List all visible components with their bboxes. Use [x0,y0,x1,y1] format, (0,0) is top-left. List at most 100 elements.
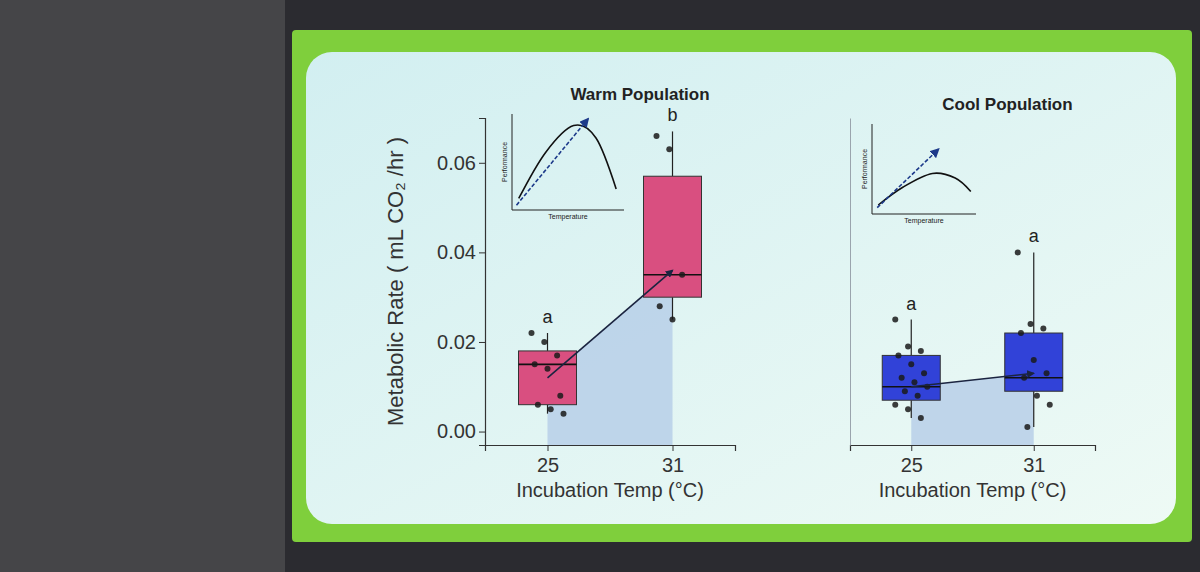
point [657,303,663,309]
axis-line [850,119,851,446]
trend-line [911,373,1034,386]
significance-letter: b [667,105,677,125]
point [911,379,917,385]
tick: 25 [901,445,923,476]
tick: 31 [662,445,684,476]
point [908,361,914,367]
point [1015,249,1021,255]
point [532,361,538,367]
panel-title: Cool Population [942,95,1072,114]
axis-line [486,446,736,452]
tick-label: 31 [1023,454,1045,476]
slide-photo: PerformanceTemperature25310.000.020.040.… [0,0,1200,572]
point [905,343,911,349]
tick-mark [479,342,485,343]
y-axis: 0.00 0.02 0.04 0.06 [437,119,485,446]
point [1040,326,1046,332]
tick-mark [479,252,485,253]
tick-mark [1034,445,1035,451]
box [882,355,940,400]
point [1044,370,1050,376]
point [1018,330,1024,336]
x-axis: 25 31 [486,445,736,476]
panel: Performance Temperature 25 31 a a Cool Populat… [851,95,1096,501]
median [1005,377,1063,379]
tick-mark [911,445,912,451]
inset-axes [512,114,624,210]
tick-label: 25 [901,454,923,476]
box [644,176,702,297]
tick-mark [548,445,549,451]
inset-arrow [516,119,588,205]
point [679,272,685,278]
significance-letter: a [906,294,917,314]
point [902,388,908,394]
box [519,351,577,405]
point [895,352,901,358]
tick: 0.02 [437,331,485,353]
box [1005,333,1063,391]
inset-curve [878,173,971,205]
y-axis [850,119,851,446]
inset-y-label: Performance [861,149,868,189]
point [892,402,898,408]
point [918,348,924,354]
tick-label: 0.04 [437,241,476,263]
whisker-low [672,297,673,319]
inset-x-label: Temperature [904,217,943,225]
point [654,133,660,139]
x-axis-title: Incubation Temp (°C) [516,479,704,501]
whisker-high [672,131,673,176]
slide-panel [306,52,1176,524]
median [644,274,702,276]
inset-axes [872,124,976,214]
point [541,339,547,345]
point [529,330,535,336]
point [548,406,554,412]
point [1024,424,1030,430]
point [892,317,898,323]
tick-mark [673,445,674,451]
point [915,393,921,399]
axis-line [851,446,1096,452]
point [1028,321,1034,327]
significance-letter: a [1029,226,1040,246]
point [1047,402,1053,408]
inset-y-label: Performance [501,142,508,182]
point [1034,393,1040,399]
axis-line [479,119,486,446]
plot-marks [519,131,702,445]
tick: 31 [1023,445,1045,476]
wall [0,0,285,572]
point [554,352,560,358]
y-axis-title: Metabolic Rate ( mL CO₂ /hr ) [383,137,408,426]
plot-marks [882,249,1063,445]
point [557,393,563,399]
point [1031,357,1037,363]
inset-curve [519,125,616,199]
tick: 0.06 [437,152,485,174]
point [899,375,905,381]
tick: 0.00 [437,420,485,442]
inset-arrow [877,149,938,208]
point [561,411,567,417]
point [545,366,551,372]
whisker-high [1033,252,1034,333]
tick: 25 [537,445,559,476]
tick-mark [479,432,485,433]
point [666,146,672,152]
x-axis: 25 31 [851,445,1096,476]
inset: Performance Temperature [501,114,624,221]
trend-line [548,270,673,378]
tick-mark [479,163,485,164]
slide-frame [292,30,1192,542]
tick-label: 25 [537,454,559,476]
point [921,370,927,376]
tick-label: 0.00 [437,420,476,442]
whisker-high [911,320,912,356]
room [0,0,1200,572]
point [535,402,541,408]
inset-x-label: Temperature [548,213,587,221]
panel-title: Warm Population [570,85,709,104]
tick-label: 31 [662,454,684,476]
